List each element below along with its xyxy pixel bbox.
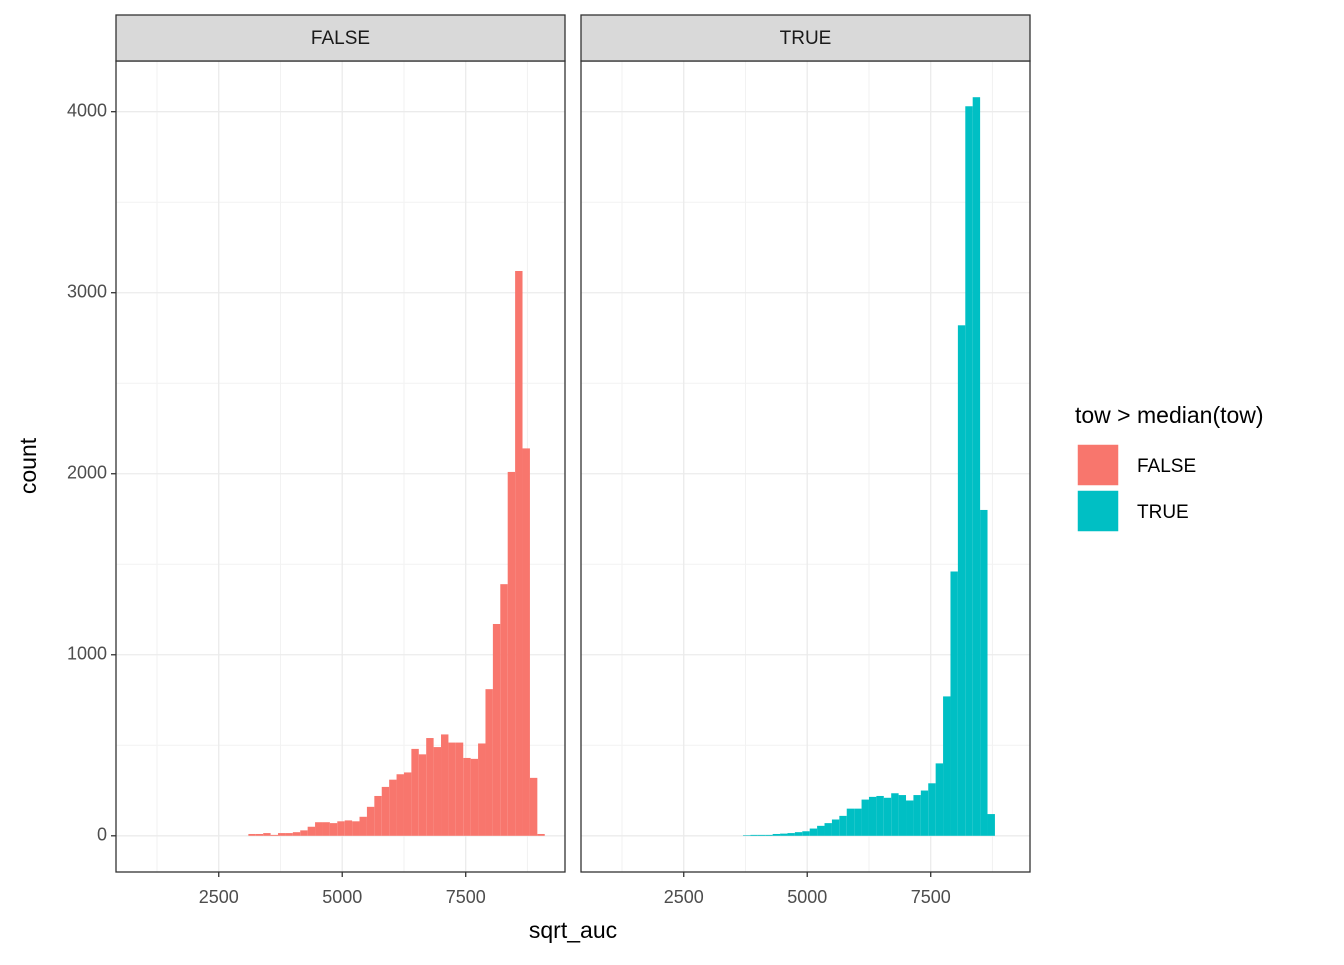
bar — [515, 270, 523, 836]
x-tick-label: 7500 — [446, 887, 486, 907]
bar — [794, 832, 803, 836]
bar — [980, 509, 988, 836]
bar — [403, 772, 412, 836]
bar — [757, 834, 766, 836]
bar — [278, 833, 286, 836]
facet-label: FALSE — [311, 28, 370, 49]
bar — [485, 689, 493, 836]
bar — [322, 822, 330, 836]
y-tick-label: 1000 — [67, 644, 107, 664]
bar — [374, 795, 382, 836]
bar — [270, 834, 279, 836]
bar — [396, 774, 404, 836]
bar — [943, 696, 951, 836]
y-tick-label: 2000 — [67, 462, 107, 482]
legend-label: FALSE — [1137, 456, 1196, 477]
bar — [780, 833, 788, 836]
bar — [831, 819, 840, 836]
bar — [987, 814, 995, 836]
bar — [315, 822, 323, 836]
bar — [285, 833, 293, 836]
bar — [750, 834, 758, 836]
bar — [950, 571, 958, 836]
bar — [537, 833, 545, 836]
bar — [824, 823, 832, 836]
bar — [389, 779, 397, 836]
bar — [441, 734, 449, 836]
bar — [352, 821, 360, 836]
bar — [307, 826, 316, 836]
bar — [529, 777, 538, 836]
x-tick-label: 5000 — [322, 887, 362, 907]
bar — [839, 815, 847, 836]
bar — [359, 816, 367, 836]
bar — [507, 471, 516, 836]
legend-title: tow > median(tow) — [1075, 402, 1264, 428]
bar — [426, 738, 434, 836]
bar — [255, 833, 264, 836]
bar — [876, 795, 884, 836]
bar — [817, 825, 825, 836]
x-tick-label: 2500 — [664, 887, 704, 907]
bar — [522, 448, 530, 836]
bar — [906, 800, 914, 836]
legend-key — [1076, 489, 1120, 533]
bar — [463, 757, 471, 836]
bar — [891, 793, 899, 836]
bar — [743, 835, 751, 836]
bar — [772, 833, 781, 836]
bar — [381, 786, 390, 836]
bar — [411, 748, 419, 836]
y-tick-label: 3000 — [67, 281, 107, 301]
bar — [366, 806, 375, 836]
bar — [492, 623, 501, 836]
bar — [455, 742, 464, 836]
bar — [957, 325, 966, 836]
bar — [928, 783, 936, 836]
y-axis-title: count — [15, 437, 41, 494]
legend-key — [1076, 443, 1120, 487]
facet-strip — [115, 14, 566, 62]
bar — [935, 763, 944, 836]
x-axis-title: sqrt_auc — [529, 917, 617, 943]
facet-label: TRUE — [780, 28, 832, 49]
bar — [433, 747, 442, 836]
bar — [854, 808, 862, 836]
bar — [500, 584, 508, 836]
bar — [868, 796, 877, 836]
bar — [898, 795, 907, 836]
bar — [292, 832, 301, 836]
bar — [300, 830, 308, 836]
bar — [478, 743, 486, 836]
bar — [965, 106, 973, 836]
bar — [470, 758, 479, 836]
bar — [802, 831, 810, 836]
bar — [418, 754, 427, 836]
bar — [765, 834, 773, 836]
bar — [787, 833, 795, 836]
facet-strip — [580, 14, 1031, 62]
legend-label: TRUE — [1137, 502, 1189, 523]
bar — [337, 821, 345, 836]
y-tick-label: 0 — [97, 825, 107, 845]
bar — [263, 833, 271, 836]
bar — [448, 742, 456, 836]
x-tick-label: 7500 — [911, 887, 951, 907]
bar — [809, 828, 818, 836]
bar — [883, 797, 892, 836]
x-tick-label: 5000 — [787, 887, 827, 907]
y-tick-label: 4000 — [67, 100, 107, 120]
bar — [329, 823, 338, 836]
bar — [846, 808, 855, 836]
bar — [913, 795, 921, 836]
bar — [920, 790, 929, 836]
bar — [972, 97, 981, 836]
bar — [861, 799, 869, 836]
bar — [248, 833, 256, 836]
bar — [344, 820, 353, 836]
x-tick-label: 2500 — [199, 887, 239, 907]
